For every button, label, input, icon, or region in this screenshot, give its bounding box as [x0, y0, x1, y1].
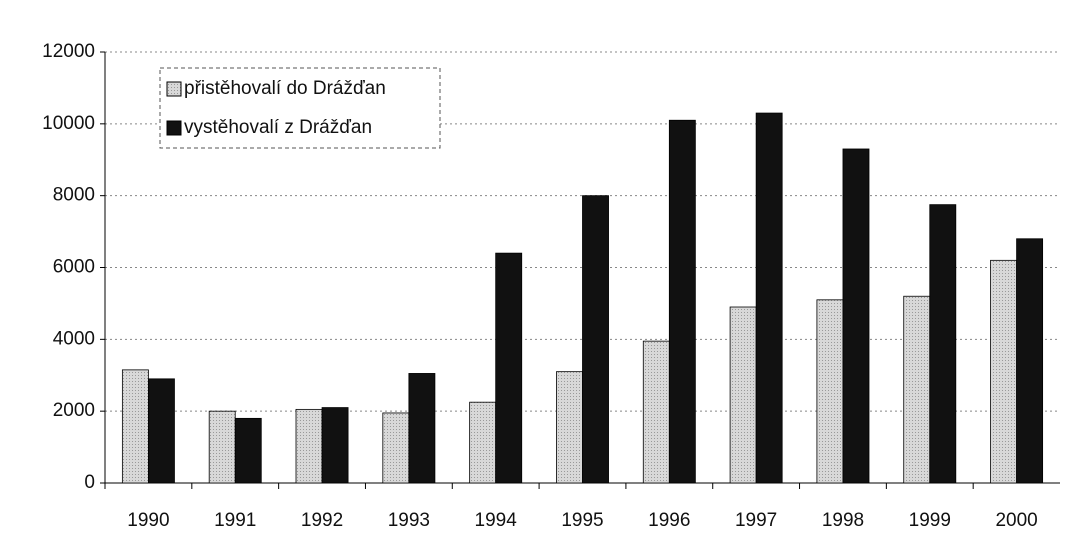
x-tick-label: 1999 [909, 510, 951, 531]
bar [121, 369, 149, 484]
y-tick-label: 8000 [53, 185, 95, 206]
bar [495, 252, 523, 484]
legend-label: přistěhovalí do Drážďan [184, 78, 386, 99]
bar [469, 401, 497, 484]
bar [556, 371, 583, 484]
bar [729, 306, 757, 484]
bar [148, 378, 175, 484]
x-tick-label: 1996 [648, 510, 690, 531]
x-tick-label: 1998 [822, 510, 864, 531]
x-tick-label: 2000 [995, 510, 1037, 531]
y-tick-label: 4000 [53, 328, 95, 349]
bar [990, 259, 1017, 484]
x-tick-label: 1997 [735, 510, 777, 531]
x-tick-label: 1990 [127, 510, 169, 531]
bar [321, 407, 349, 484]
bar [408, 373, 436, 484]
legend-swatch [166, 81, 182, 97]
bar [816, 299, 844, 484]
bar [929, 204, 957, 484]
bar [642, 340, 670, 484]
legend-box [159, 67, 441, 149]
y-tick-label: 2000 [53, 400, 95, 421]
x-tick-label: 1994 [475, 510, 518, 531]
x-tick-label: 1991 [214, 510, 256, 531]
x-tick-label: 1995 [561, 510, 603, 531]
bar [755, 112, 783, 484]
bar [1016, 238, 1044, 484]
bar [295, 408, 323, 484]
y-tick-label: 6000 [53, 257, 95, 278]
bar [842, 148, 870, 484]
y-tick-label: 0 [84, 472, 95, 493]
bar [668, 119, 696, 484]
bar [382, 412, 410, 484]
y-tick-label: 10000 [42, 113, 95, 134]
bar [208, 410, 236, 484]
x-tick-label: 1993 [388, 510, 430, 531]
legend-label: vystěhovalí z Drážďan [184, 117, 372, 138]
bar [234, 417, 262, 484]
bar [582, 195, 609, 484]
y-tick-label: 12000 [42, 41, 95, 62]
bar [903, 295, 931, 484]
x-tick-label: 1992 [301, 510, 343, 531]
legend-swatch [166, 120, 182, 136]
